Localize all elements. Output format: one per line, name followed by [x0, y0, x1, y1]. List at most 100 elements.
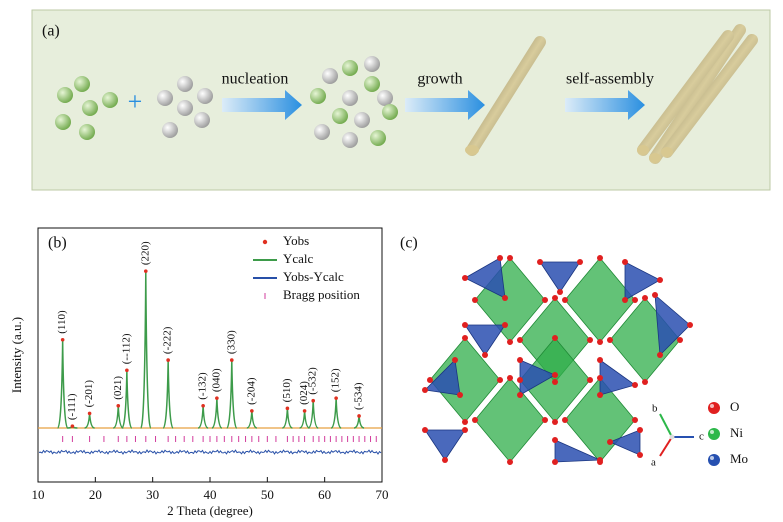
o-atom — [517, 337, 523, 343]
o-atom — [597, 255, 603, 261]
o-atom — [542, 297, 548, 303]
o-atom — [657, 352, 663, 358]
o-atom — [557, 289, 563, 295]
o-atom — [427, 377, 433, 383]
o-atom — [607, 337, 613, 343]
o-atom — [552, 419, 558, 425]
arrow — [565, 90, 645, 120]
legend-symbol — [708, 454, 720, 466]
o-atom — [502, 295, 508, 301]
x-tick-label: 10 — [32, 487, 45, 502]
green-atoms — [55, 76, 118, 140]
o-atom — [632, 297, 638, 303]
peak-label: (510) — [281, 378, 293, 402]
calc-peak — [299, 410, 310, 429]
crystal-structure — [422, 255, 693, 465]
o-atom — [642, 379, 648, 385]
o-atom — [422, 427, 428, 433]
obs-point — [201, 404, 205, 408]
calc-peak — [197, 405, 209, 429]
obs-point — [311, 398, 316, 403]
o-atom — [462, 427, 468, 433]
o-atom — [597, 392, 603, 398]
mo-tetrahedron — [599, 359, 636, 396]
peak-label: (-204) — [245, 377, 257, 405]
legend-symbol — [262, 239, 268, 245]
o-atom — [507, 459, 513, 465]
obs-point — [285, 406, 290, 411]
y-axis-label: Intensity (a.u.) — [9, 317, 24, 393]
o-atom — [677, 337, 683, 343]
o-atom — [482, 352, 488, 358]
legend-symbol — [708, 402, 720, 414]
step-label: self-assembly — [566, 71, 654, 88]
x-tick-label: 40 — [204, 487, 217, 502]
mo-tetrahedron — [464, 324, 506, 356]
mo-tetrahedron — [554, 439, 601, 463]
step-label: nucleation — [222, 71, 289, 88]
o-atom — [637, 452, 643, 458]
o-atom — [552, 372, 558, 378]
obs-point — [302, 409, 307, 413]
axis-triad — [659, 413, 694, 457]
o-atom — [472, 297, 478, 303]
o-atom — [462, 335, 468, 341]
legend-highlight — [710, 430, 714, 434]
peak-label: (040) — [210, 368, 222, 392]
legend-highlight — [710, 404, 714, 408]
obs-point — [229, 358, 234, 362]
arrow — [405, 90, 485, 120]
obs-point — [143, 269, 148, 273]
obs-point — [166, 358, 170, 362]
obs-point — [334, 396, 338, 400]
o-atom — [517, 377, 523, 383]
peak-label: (152) — [330, 368, 342, 392]
legend-label: Bragg position — [283, 287, 360, 302]
o-atom — [632, 382, 638, 388]
o-atom — [542, 417, 548, 423]
xrd-chart: 10 20 30 40 50 60 70 (110) (-111) (-201) (021) (--1… — [32, 233, 389, 502]
obs-point — [70, 424, 75, 428]
calc-peak — [162, 360, 174, 429]
axis-label: c — [699, 431, 704, 443]
panel-a-box — [31, 9, 771, 191]
panel-label: (b) — [48, 235, 67, 252]
legend-label: O — [730, 399, 739, 414]
legend-label: Yobs-Ycalc — [283, 269, 344, 284]
obs-point — [357, 414, 361, 418]
plus: + — [128, 87, 143, 116]
o-atom — [497, 255, 503, 261]
o-atom — [587, 337, 593, 343]
x-tick-label: 50 — [261, 487, 274, 502]
o-atom — [462, 322, 468, 328]
obs-point — [250, 409, 254, 413]
o-atom — [552, 379, 558, 385]
axis-label: b — [652, 403, 658, 415]
o-atom — [502, 322, 508, 328]
calc-peak — [226, 360, 238, 429]
o-atom — [562, 417, 568, 423]
arrow — [222, 90, 302, 120]
o-atom — [597, 339, 603, 345]
peak-label: (021) — [112, 376, 124, 400]
calc-peak — [353, 415, 365, 429]
gray-atoms — [157, 76, 213, 138]
panel-label: (c) — [400, 235, 418, 252]
o-atom — [537, 259, 543, 265]
calc-peak — [140, 271, 152, 429]
mixed-atoms — [310, 56, 398, 148]
o-atom — [622, 259, 628, 265]
o-atom — [597, 375, 603, 381]
o-atom — [622, 297, 628, 303]
o-atom — [657, 277, 663, 283]
mo-tetrahedron — [424, 429, 466, 461]
peak-label: (-222) — [162, 326, 174, 354]
mo-tetrahedron — [654, 294, 691, 356]
panel-label: (a) — [42, 23, 60, 40]
o-atom — [457, 392, 463, 398]
o-atom — [497, 377, 503, 383]
x-tick-label: 30 — [146, 487, 159, 502]
o-atom — [652, 292, 658, 298]
o-atom — [597, 357, 603, 363]
